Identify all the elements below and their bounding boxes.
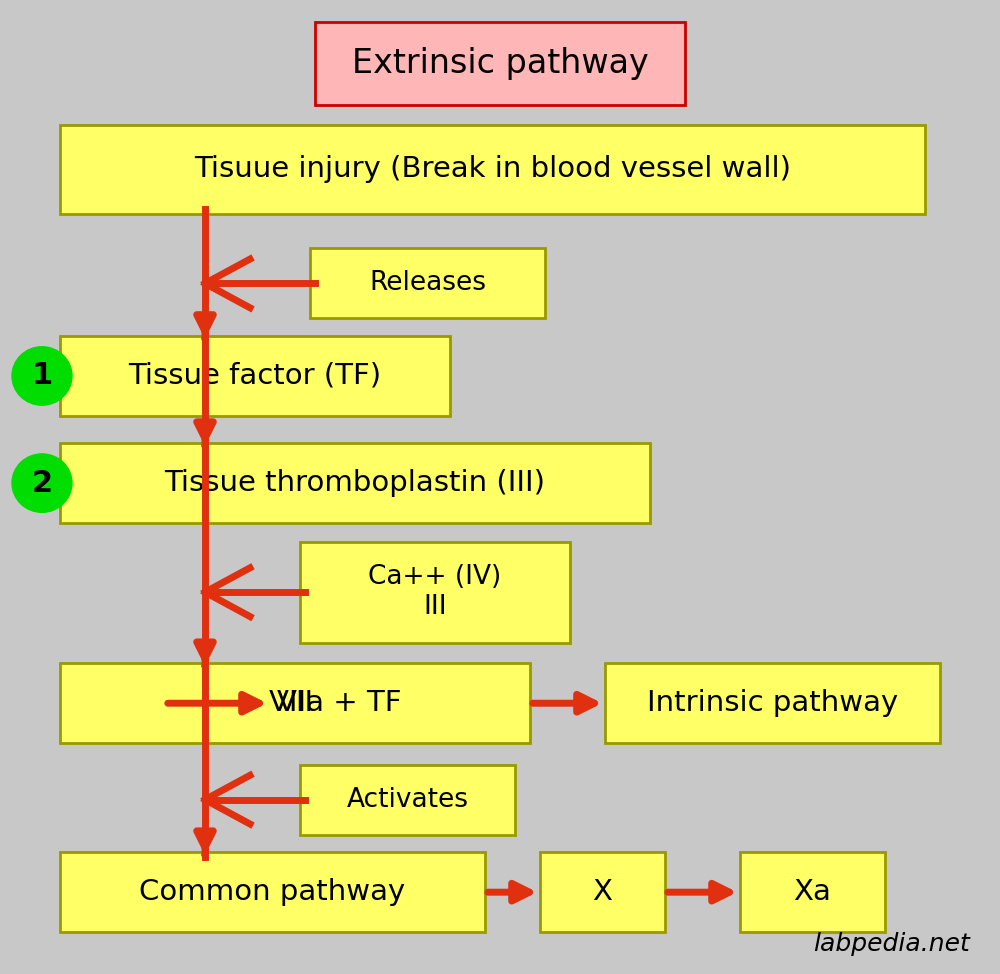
Text: Activates: Activates xyxy=(347,787,468,812)
FancyBboxPatch shape xyxy=(310,248,545,318)
FancyBboxPatch shape xyxy=(60,125,925,214)
Text: X: X xyxy=(592,879,612,906)
FancyBboxPatch shape xyxy=(540,852,665,932)
Text: Tissue thromboplastin (III): Tissue thromboplastin (III) xyxy=(164,469,546,497)
Text: Intrinsic pathway: Intrinsic pathway xyxy=(647,690,898,717)
Circle shape xyxy=(12,454,72,512)
Text: Ca++ (IV)
III: Ca++ (IV) III xyxy=(368,564,502,620)
FancyBboxPatch shape xyxy=(740,852,885,932)
FancyBboxPatch shape xyxy=(300,542,570,643)
FancyBboxPatch shape xyxy=(60,852,485,932)
Text: 1: 1 xyxy=(31,361,53,391)
Text: Tissue factor (TF): Tissue factor (TF) xyxy=(128,362,382,390)
Text: VII: VII xyxy=(276,690,314,717)
Text: VIIa + TF: VIIa + TF xyxy=(269,690,401,717)
FancyBboxPatch shape xyxy=(60,663,530,743)
FancyBboxPatch shape xyxy=(300,765,515,835)
FancyBboxPatch shape xyxy=(605,663,940,743)
Text: Xa: Xa xyxy=(794,879,831,906)
Circle shape xyxy=(12,347,72,405)
Text: Releases: Releases xyxy=(369,271,486,296)
FancyBboxPatch shape xyxy=(60,443,650,523)
Text: labpedia.net: labpedia.net xyxy=(813,932,970,956)
FancyBboxPatch shape xyxy=(315,21,685,104)
Text: Extrinsic pathway: Extrinsic pathway xyxy=(352,47,648,80)
Text: 2: 2 xyxy=(31,468,53,498)
FancyBboxPatch shape xyxy=(60,336,450,416)
Text: Common pathway: Common pathway xyxy=(139,879,406,906)
Text: Tisuue injury (Break in blood vessel wall): Tisuue injury (Break in blood vessel wal… xyxy=(194,156,791,183)
